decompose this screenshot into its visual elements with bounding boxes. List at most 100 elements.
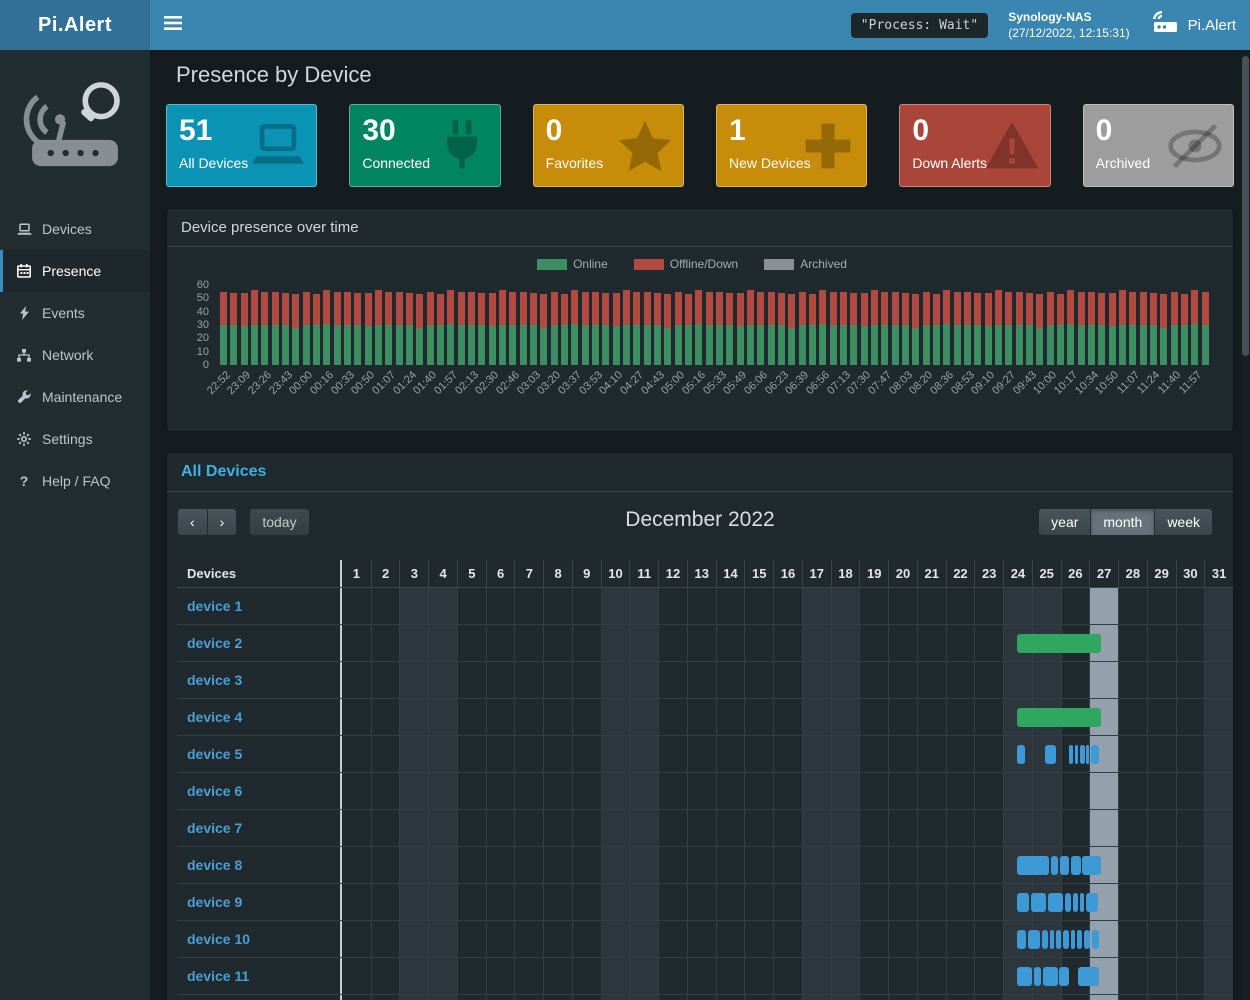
day-cell[interactable]: [370, 995, 400, 1000]
day-cell[interactable]: [658, 773, 687, 809]
day-cell[interactable]: [916, 588, 946, 624]
day-cell[interactable]: [715, 810, 745, 846]
day-cell[interactable]: [715, 847, 745, 883]
day-cell[interactable]: [658, 625, 687, 661]
day-cell[interactable]: [629, 662, 659, 698]
day-cell[interactable]: [1146, 921, 1176, 957]
day-cell[interactable]: [715, 588, 745, 624]
day-cell[interactable]: [974, 810, 1003, 846]
device-link[interactable]: device 4: [187, 709, 243, 725]
day-cell[interactable]: [1089, 588, 1119, 624]
day-cell[interactable]: [1089, 995, 1119, 1000]
day-cell[interactable]: [1146, 884, 1176, 920]
day-cell[interactable]: [1175, 810, 1205, 846]
legend-item-archived[interactable]: Archived: [764, 257, 847, 271]
day-cell[interactable]: [399, 773, 429, 809]
presence-event[interactable]: [1017, 893, 1029, 912]
day-cell[interactable]: [543, 773, 572, 809]
day-cell[interactable]: [1146, 625, 1176, 661]
day-cell[interactable]: [888, 810, 917, 846]
day-cell[interactable]: [1175, 625, 1205, 661]
day-cell[interactable]: [456, 995, 486, 1000]
presence-event[interactable]: [1091, 930, 1100, 949]
day-cell[interactable]: [428, 810, 457, 846]
day-cell[interactable]: [715, 625, 745, 661]
day-cell[interactable]: [571, 625, 601, 661]
day-cell[interactable]: [658, 736, 687, 772]
day-cell[interactable]: [801, 995, 831, 1000]
day-cell[interactable]: [859, 699, 888, 735]
day-cell[interactable]: [485, 773, 515, 809]
day-cell[interactable]: [1175, 921, 1205, 957]
day-cell[interactable]: [715, 884, 745, 920]
day-cell[interactable]: [1089, 662, 1119, 698]
day-cell[interactable]: [629, 921, 659, 957]
day-cell[interactable]: [543, 995, 572, 1000]
infobox-archived[interactable]: 0 Archived: [1082, 104, 1234, 187]
day-cell[interactable]: [571, 699, 601, 735]
day-cell[interactable]: [715, 958, 745, 994]
day-cell[interactable]: [1146, 773, 1176, 809]
device-link[interactable]: device 8: [187, 857, 243, 873]
day-cell[interactable]: [514, 699, 543, 735]
day-cell[interactable]: [888, 736, 917, 772]
presence-event[interactable]: [1043, 967, 1058, 986]
infobox-new-devices[interactable]: 1 New Devices: [715, 104, 868, 187]
day-cell[interactable]: [916, 810, 946, 846]
day-cell[interactable]: [801, 884, 831, 920]
day-cell[interactable]: [543, 662, 572, 698]
presence-event[interactable]: [1055, 930, 1062, 949]
device-link[interactable]: device 11: [187, 968, 250, 984]
day-cell[interactable]: [744, 662, 773, 698]
day-cell[interactable]: [399, 810, 429, 846]
legend-item-offline[interactable]: Offline/Down: [633, 257, 738, 271]
day-cell[interactable]: [1060, 773, 1090, 809]
day-cell[interactable]: [342, 736, 371, 772]
day-cell[interactable]: [571, 588, 601, 624]
day-cell[interactable]: [456, 921, 486, 957]
day-cell[interactable]: [888, 625, 917, 661]
day-cell[interactable]: [658, 958, 687, 994]
day-cell[interactable]: [543, 847, 572, 883]
day-cell[interactable]: [1175, 588, 1205, 624]
day-cell[interactable]: [600, 736, 630, 772]
day-cell[interactable]: [1031, 995, 1061, 1000]
day-cell[interactable]: [773, 736, 802, 772]
day-cell[interactable]: [456, 847, 486, 883]
day-cell[interactable]: [629, 958, 659, 994]
day-cell[interactable]: [1118, 921, 1147, 957]
day-cell[interactable]: [945, 588, 975, 624]
day-cell[interactable]: [543, 958, 572, 994]
day-cell[interactable]: [715, 995, 745, 1000]
day-cell[interactable]: [370, 921, 400, 957]
day-cell[interactable]: [600, 699, 630, 735]
day-cell[interactable]: [658, 810, 687, 846]
infobox-all-devices[interactable]: 51 All Devices: [166, 104, 318, 187]
day-cell[interactable]: [686, 958, 716, 994]
day-cell[interactable]: [456, 810, 486, 846]
day-cell[interactable]: [945, 736, 975, 772]
day-cell[interactable]: [773, 588, 802, 624]
day-cell[interactable]: [658, 995, 687, 1000]
day-cell[interactable]: [945, 699, 975, 735]
day-cell[interactable]: [571, 921, 601, 957]
day-cell[interactable]: [888, 921, 917, 957]
day-cell[interactable]: [859, 884, 888, 920]
day-cell[interactable]: [658, 921, 687, 957]
day-cell[interactable]: [1146, 588, 1176, 624]
day-cell[interactable]: [715, 662, 745, 698]
day-cell[interactable]: [1204, 588, 1233, 624]
day-cell[interactable]: [830, 625, 860, 661]
day-cell[interactable]: [629, 810, 659, 846]
day-cell[interactable]: [571, 810, 601, 846]
day-cell[interactable]: [1204, 810, 1233, 846]
day-cell[interactable]: [342, 773, 371, 809]
day-cell[interactable]: [1060, 995, 1090, 1000]
day-cell[interactable]: [888, 588, 917, 624]
day-cell[interactable]: [888, 995, 917, 1000]
day-cell[interactable]: [974, 884, 1003, 920]
presence-event[interactable]: [1017, 745, 1025, 764]
day-cell[interactable]: [974, 588, 1003, 624]
day-cell[interactable]: [342, 847, 371, 883]
day-cell[interactable]: [744, 847, 773, 883]
